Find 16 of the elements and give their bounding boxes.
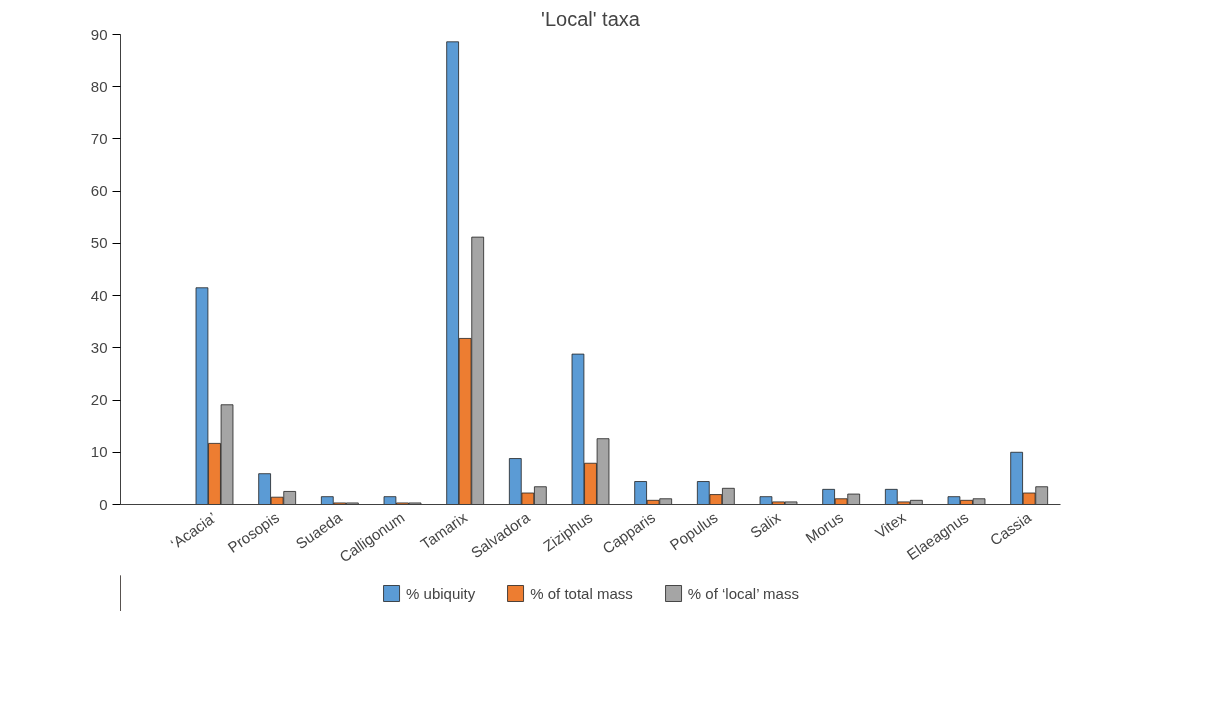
y-tick-label: 20	[90, 391, 108, 409]
x-tick-label: Vitex	[871, 508, 910, 542]
y-tick-label: 80	[90, 77, 108, 95]
y-tick-label: 70	[90, 129, 108, 147]
y-tick-label: 0	[99, 495, 108, 513]
y-tick-label: 50	[90, 234, 108, 252]
x-tick-label: Salix	[746, 508, 784, 542]
legend-label: % of total mass	[530, 584, 633, 602]
y-tick-label: 40	[90, 286, 108, 304]
legend-label: % ubiquity	[406, 584, 476, 602]
y-tick-label: 60	[90, 182, 108, 200]
legend-label: % of ‘local’ mass	[687, 584, 799, 602]
y-tick-label: 30	[90, 338, 108, 356]
chart-title: 'Local' taxa	[541, 7, 641, 30]
y-tick-label: 90	[90, 25, 108, 43]
y-tick-label: 10	[90, 443, 108, 461]
